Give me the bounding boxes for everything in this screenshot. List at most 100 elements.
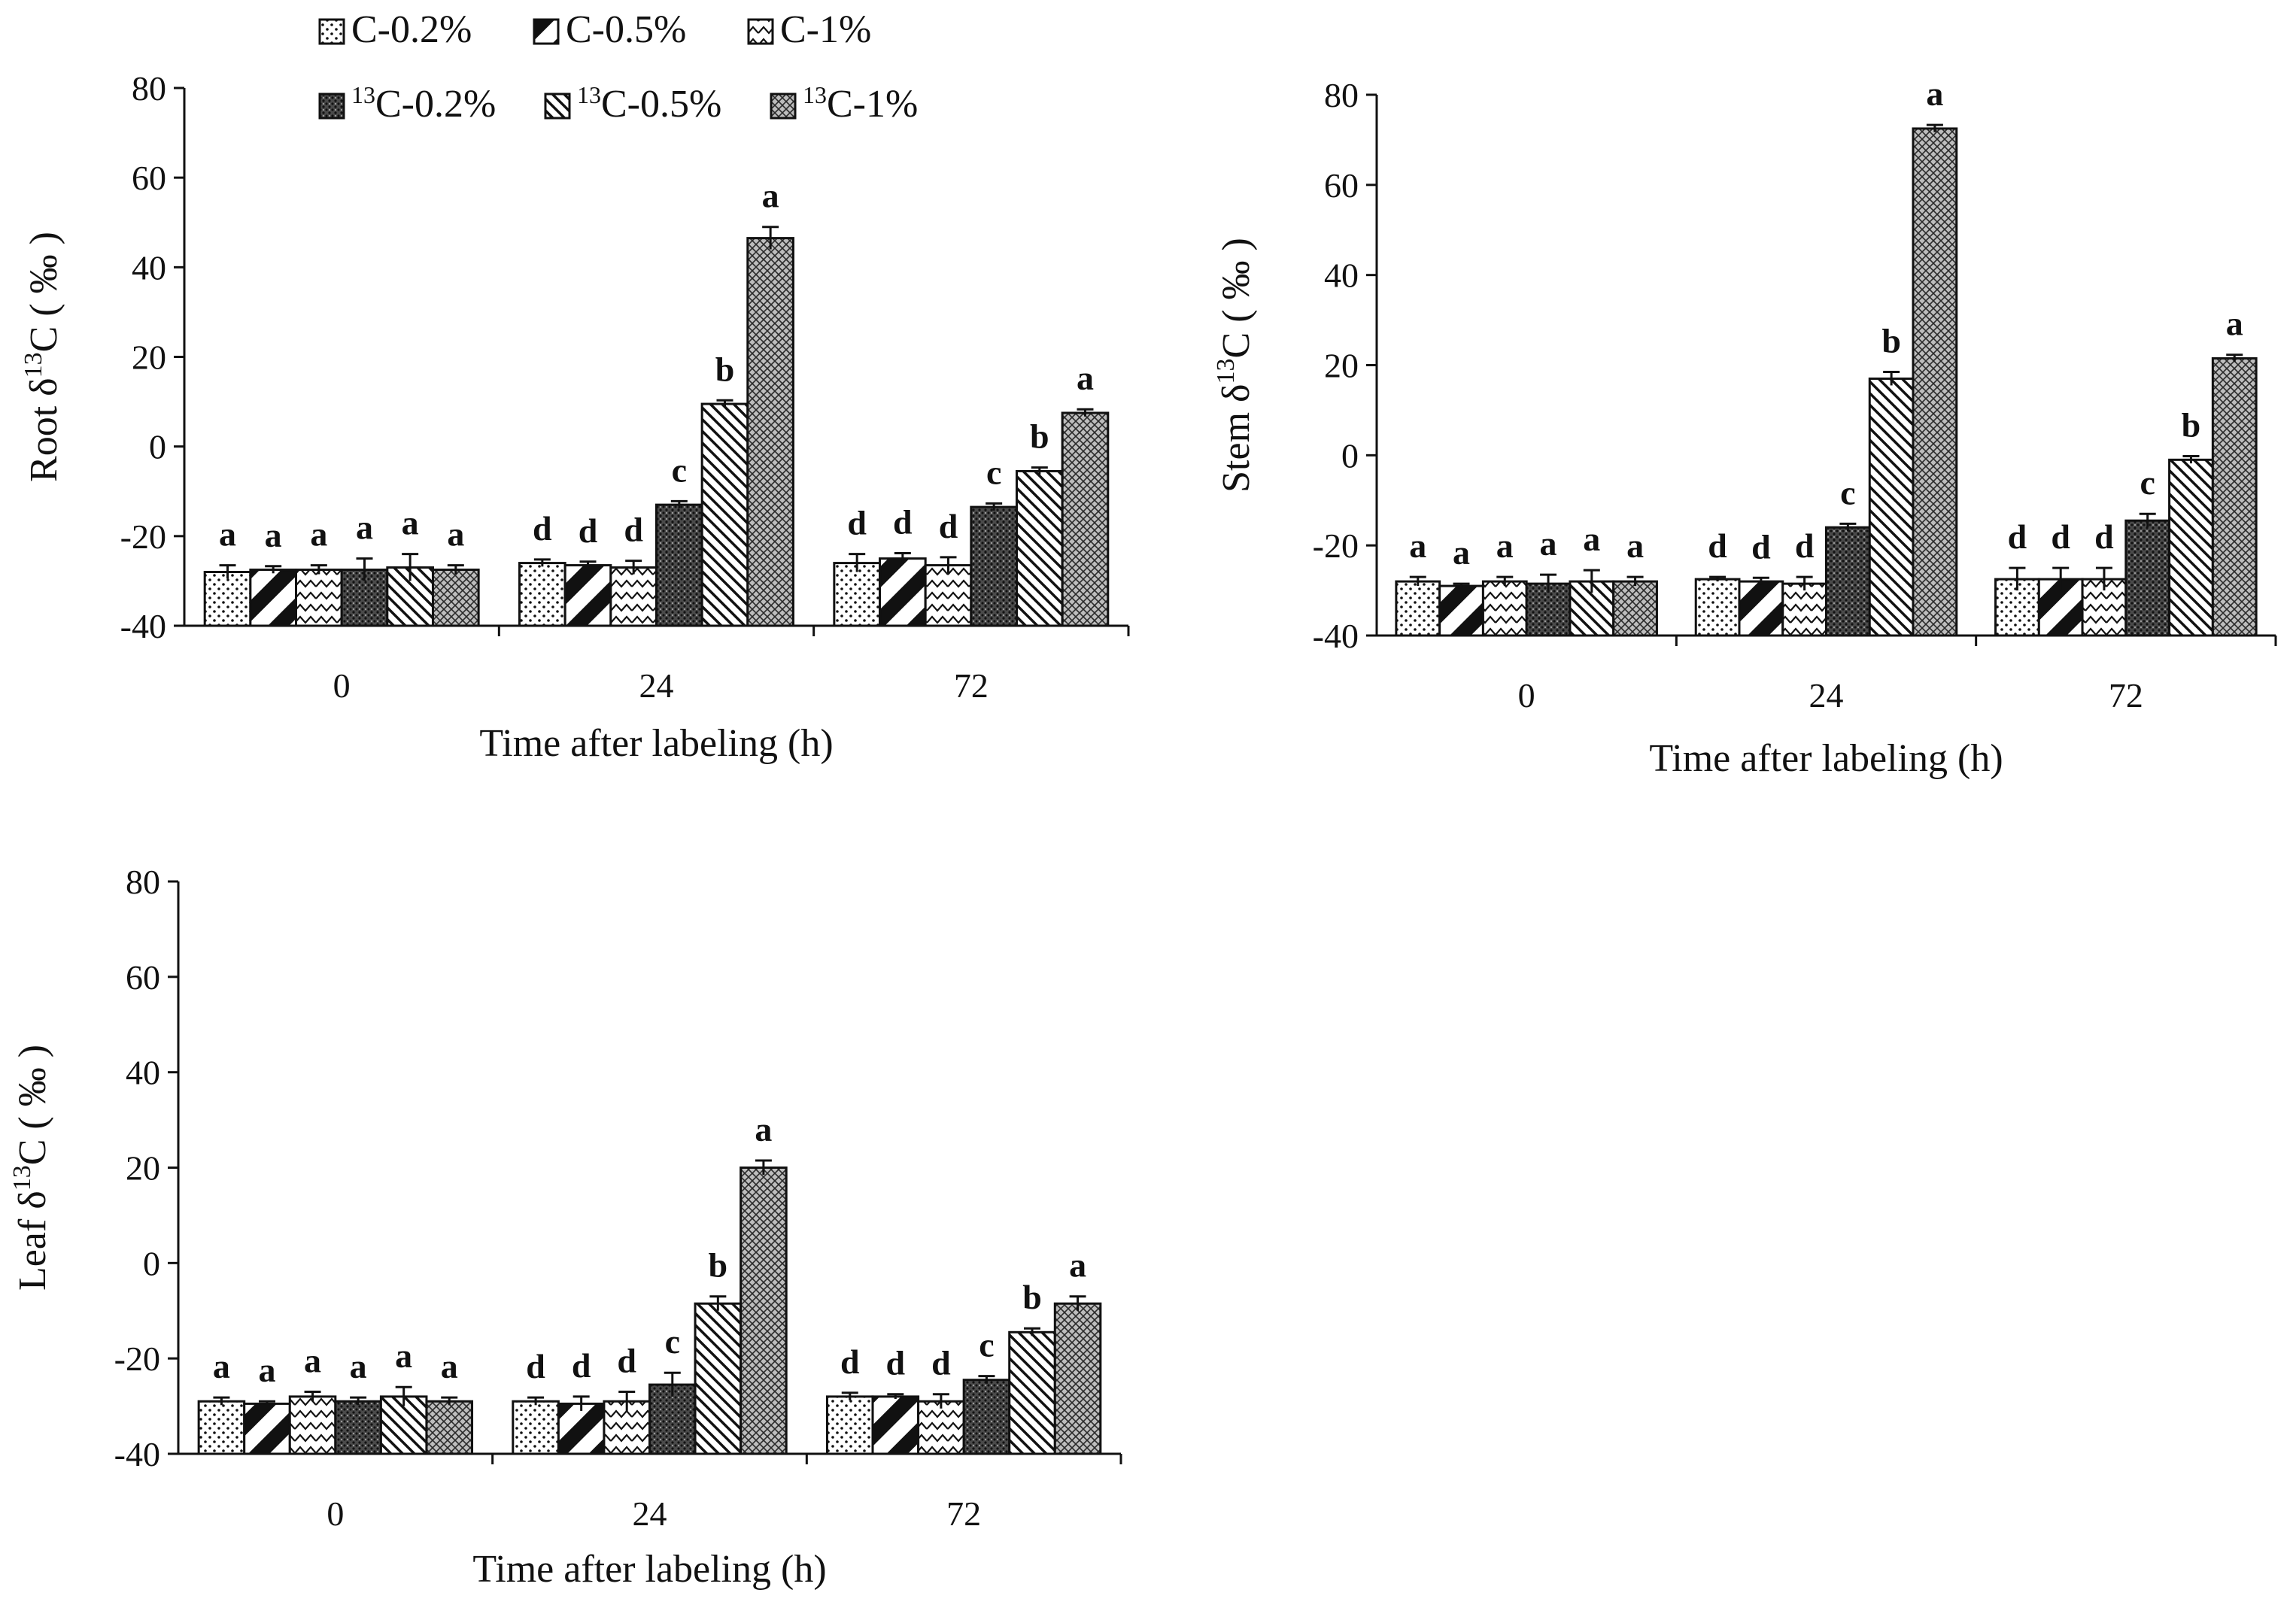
significance-letter-leaf: a: [1069, 1246, 1086, 1285]
significance-letter-leaf: a: [395, 1336, 412, 1375]
x-category-label-stem: 72: [2109, 676, 2143, 714]
y-tick-label-leaf: -20: [114, 1339, 160, 1378]
bar-root-13C-0.5%-24h: [700, 402, 749, 627]
significance-letter-leaf: b: [709, 1246, 728, 1285]
bar-root-13C-0.5%-72h: [1015, 469, 1064, 627]
significance-letter-leaf: a: [350, 1347, 367, 1385]
legend-swatch-c02: [318, 18, 345, 45]
x-category-label-root: 24: [639, 666, 674, 705]
bar-stem-13C-1%-72h: [2211, 357, 2258, 637]
y-tick-label-root: 80: [132, 69, 166, 108]
bar-root-C-0.2%-0h: [203, 571, 252, 627]
y-tick-label-stem: 40: [1324, 256, 1359, 295]
bar-root-C-0.2%-24h: [518, 562, 566, 627]
legend-label-c13_05: 13C-0.5%: [577, 81, 721, 126]
x-category-label-stem: 0: [1518, 676, 1535, 714]
legend: C-0.2% C-0.5% C-1% 13C-0.2% 13C-0.5% 13C-1%: [318, 8, 918, 126]
y-tick-label-leaf: 60: [126, 958, 160, 997]
significance-letter-stem: b: [1881, 321, 1901, 360]
significance-letter-stem: d: [2094, 517, 2114, 556]
significance-letter-leaf: a: [441, 1347, 458, 1385]
significance-letter-stem: d: [1751, 527, 1771, 566]
y-tick-label-root: 20: [132, 338, 166, 377]
x-axis-title-leaf: Time after labeling (h): [472, 1548, 826, 1591]
bar-stem-C-0.2%-0h: [1395, 580, 1441, 637]
bar-root-C-0.5%-24h: [563, 564, 612, 627]
bar-stem-C-1%-24h: [1781, 582, 1828, 637]
significance-letter-stem: a: [1409, 526, 1426, 565]
significance-letter-stem: a: [1453, 533, 1470, 572]
significance-letter-root: a: [356, 508, 373, 547]
bar-stem-13C-1%-24h: [1912, 127, 1958, 637]
legend-swatch-c05: [533, 18, 560, 45]
bar-leaf-13C-0.5%-72h: [1008, 1330, 1056, 1455]
y-tick-label-stem: 80: [1324, 76, 1359, 114]
bar-leaf-C-0.2%-0h: [197, 1400, 246, 1455]
bar-leaf-C-0.5%-24h: [557, 1402, 606, 1455]
y-tick-label-root: 0: [149, 428, 166, 466]
significance-letter-leaf: d: [886, 1344, 906, 1382]
significance-letter-leaf: a: [213, 1347, 230, 1385]
significance-letter-root: d: [893, 502, 913, 541]
y-tick-label-root: -20: [120, 517, 166, 556]
bar-root-13C-1%-24h: [746, 237, 794, 627]
bar-leaf-13C-1%-72h: [1053, 1302, 1102, 1455]
significance-letter-root: a: [762, 177, 779, 215]
legend-label-c1: C-1%: [780, 8, 871, 51]
bar-leaf-C-0.5%-72h: [871, 1395, 920, 1455]
y-tick-label-leaf: 0: [143, 1244, 160, 1282]
significance-letter-root: d: [847, 504, 867, 542]
panel-root: -40 -20 0 20 40 60 80 0 24 72 Time after labeling …: [20, 69, 1130, 765]
significance-letter-root: d: [579, 511, 598, 550]
significance-letter-leaf: c: [665, 1322, 680, 1361]
significance-letter-stem: c: [1840, 473, 1855, 511]
significance-letter-leaf: a: [304, 1342, 321, 1380]
y-tick-label-root: -40: [120, 607, 166, 645]
significance-letter-stem: d: [2051, 517, 2070, 556]
x-axis-title-stem: Time after labeling (h): [1649, 737, 2003, 780]
legend-label-c13_02: 13C-0.2%: [351, 81, 496, 126]
bar-stem-C-1%-0h: [1481, 580, 1528, 637]
significance-letter-leaf: d: [931, 1344, 951, 1382]
significance-letter-stem: d: [1708, 526, 1727, 565]
x-category-label-stem: 24: [1809, 676, 1844, 714]
bar-root-13C-0.2%-72h: [970, 505, 1018, 627]
bar-leaf-13C-1%-24h: [740, 1167, 788, 1455]
significance-letter-root: c: [986, 453, 1001, 491]
legend-label-c13_1: 13C-1%: [803, 81, 918, 126]
legend-label-c05: C-0.5%: [566, 8, 686, 51]
y-tick-label-leaf: 40: [126, 1054, 160, 1092]
x-category-label-root: 72: [954, 666, 989, 705]
legend-swatch-c1: [747, 18, 774, 45]
y-tick-label-stem: 0: [1341, 436, 1359, 475]
significance-letter-leaf: a: [755, 1110, 772, 1148]
y-tick-label-stem: 20: [1324, 347, 1359, 385]
bar-root-C-0.2%-72h: [833, 562, 882, 627]
y-axis-title-stem: Stem δ13C ( ‰ ): [1212, 238, 1258, 493]
panel-stem: -40 -20 0 20 40 60 80 0 24 72 Time after labeling …: [1212, 74, 2277, 780]
bar-stem-13C-0.5%-24h: [1868, 377, 1915, 637]
x-axis-title-root: Time after labeling (h): [479, 722, 833, 765]
x-category-label-leaf: 72: [946, 1494, 981, 1533]
y-axis-title-leaf: Leaf δ13C ( ‰ ): [8, 1045, 54, 1291]
significance-letter-leaf: a: [258, 1351, 275, 1389]
y-tick-label-stem: 60: [1324, 166, 1359, 205]
bar-stem-C-0.5%-0h: [1438, 584, 1484, 637]
bar-leaf-C-1%-0h: [288, 1395, 337, 1455]
y-tick-label-stem: -40: [1313, 617, 1359, 655]
significance-letter-stem: a: [1540, 524, 1557, 563]
bar-leaf-C-0.5%-0h: [243, 1402, 291, 1455]
y-tick-label-leaf: 80: [126, 863, 160, 901]
significance-letter-root: a: [310, 515, 327, 554]
y-tick-label-root: 60: [132, 159, 166, 197]
significance-letter-root: a: [219, 515, 236, 554]
significance-letter-leaf: d: [572, 1346, 591, 1385]
y-tick-label-leaf: -40: [114, 1435, 160, 1473]
bar-stem-C-0.5%-24h: [1738, 580, 1784, 637]
significance-letter-stem: c: [2140, 463, 2155, 502]
significance-letter-root: c: [672, 451, 687, 489]
x-category-label-leaf: 24: [633, 1494, 667, 1533]
bar-root-C-1%-0h: [295, 569, 343, 627]
y-tick-label-stem: -20: [1313, 526, 1359, 565]
